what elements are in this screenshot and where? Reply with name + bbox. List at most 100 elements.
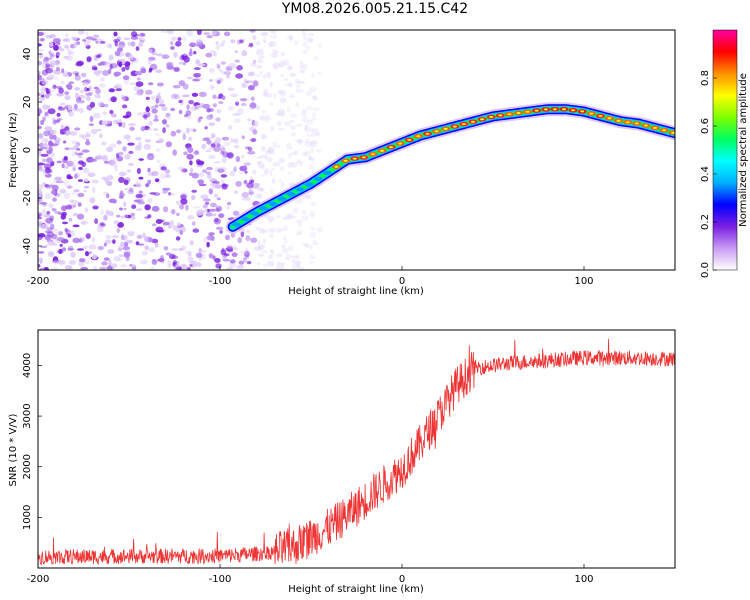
noise-blob xyxy=(260,174,265,177)
noise-blob xyxy=(183,56,190,63)
noise-blob xyxy=(186,104,190,110)
noise-blob xyxy=(307,32,315,37)
noise-blob xyxy=(210,202,217,208)
noise-blob xyxy=(48,74,55,79)
colorbar-bar xyxy=(712,29,738,271)
noise-blob xyxy=(57,260,66,265)
noise-blob xyxy=(154,104,159,108)
noise-blob xyxy=(281,243,286,249)
noise-blob xyxy=(152,223,157,227)
noise-blob xyxy=(216,63,221,66)
noise-blob xyxy=(249,107,255,110)
noise-blob xyxy=(242,165,247,170)
noise-blob xyxy=(278,108,285,114)
noise-blob xyxy=(162,127,166,134)
x-tick-label: 100 xyxy=(574,276,593,287)
noise-blob xyxy=(187,251,192,257)
noise-blob xyxy=(304,195,311,200)
noise-blob xyxy=(122,95,129,102)
noise-blob xyxy=(256,156,263,159)
noise-blob xyxy=(250,191,254,197)
noise-blob xyxy=(226,245,233,249)
noise-blob xyxy=(74,151,78,156)
noise-blob xyxy=(39,53,44,59)
noise-blob xyxy=(209,208,216,212)
noise-blob xyxy=(85,32,89,36)
noise-blob xyxy=(231,112,240,117)
noise-blob xyxy=(167,259,172,267)
noise-blob xyxy=(49,60,58,66)
noise-blob xyxy=(63,192,71,200)
noise-blob xyxy=(65,204,73,210)
noise-blob xyxy=(62,157,68,164)
noise-blob xyxy=(241,196,249,201)
noise-blob xyxy=(178,109,183,115)
noise-blob xyxy=(151,170,159,177)
noise-blob xyxy=(75,72,79,77)
noise-blob xyxy=(62,180,70,185)
noise-blob xyxy=(50,228,59,232)
noise-blob xyxy=(56,160,62,164)
noise-blob xyxy=(209,79,213,82)
x-tick-label: 0 xyxy=(399,574,405,585)
noise-blob xyxy=(118,61,123,68)
noise-blob xyxy=(309,253,314,257)
noise-blob xyxy=(108,210,114,217)
noise-blob xyxy=(217,168,225,173)
noise-blob xyxy=(44,192,52,200)
noise-blob xyxy=(305,91,313,97)
noise-blob xyxy=(113,199,117,204)
noise-blob xyxy=(119,207,123,211)
noise-blob xyxy=(262,250,268,253)
noise-blob xyxy=(261,133,268,140)
noise-blob xyxy=(61,247,67,252)
noise-blob xyxy=(301,116,309,123)
noise-blob xyxy=(313,96,319,101)
noise-blob xyxy=(50,152,55,157)
noise-blob xyxy=(82,245,89,249)
ridge-core xyxy=(461,123,466,126)
noise-blob xyxy=(183,57,190,62)
noise-blob xyxy=(94,93,100,99)
noise-blob xyxy=(124,214,129,219)
ridge-core xyxy=(407,138,412,141)
noise-blob xyxy=(45,148,50,151)
noise-blob xyxy=(93,112,101,119)
noise-blob xyxy=(295,78,300,82)
noise-blob xyxy=(145,96,150,100)
noise-blob xyxy=(138,190,143,194)
noise-blob xyxy=(176,222,182,226)
noise-blob xyxy=(206,139,212,145)
noise-blob xyxy=(270,125,274,132)
noise-blob xyxy=(73,189,80,193)
noise-blob xyxy=(122,201,127,207)
noise-blob xyxy=(299,60,304,66)
noise-blob xyxy=(73,103,78,110)
noise-blob xyxy=(158,103,166,107)
noise-blob xyxy=(45,167,51,174)
noise-blob xyxy=(226,206,230,209)
noise-blob xyxy=(304,141,313,147)
noise-blob xyxy=(130,41,136,47)
noise-blob xyxy=(38,133,44,139)
noise-blob xyxy=(164,169,170,174)
noise-blob xyxy=(294,81,301,85)
noise-blob xyxy=(83,168,90,174)
noise-blob xyxy=(228,262,237,268)
noise-blob xyxy=(126,239,133,244)
noise-blob xyxy=(113,71,122,77)
noise-blob xyxy=(145,89,153,95)
noise-blob xyxy=(100,209,104,216)
noise-blob xyxy=(209,84,215,91)
noise-blob xyxy=(249,30,256,33)
noise-blob xyxy=(151,259,158,265)
noise-blob xyxy=(228,106,234,111)
noise-blob xyxy=(249,102,257,109)
colorbar-tick-label: 0.2 xyxy=(700,214,711,230)
ridge-core xyxy=(398,142,403,145)
noise-blob xyxy=(109,63,113,70)
noise-blob xyxy=(84,207,89,213)
noise-blob xyxy=(293,40,299,46)
y-axis-label-bottom: SNR (10 * V/V) xyxy=(8,413,19,486)
noise-blob xyxy=(52,208,57,212)
